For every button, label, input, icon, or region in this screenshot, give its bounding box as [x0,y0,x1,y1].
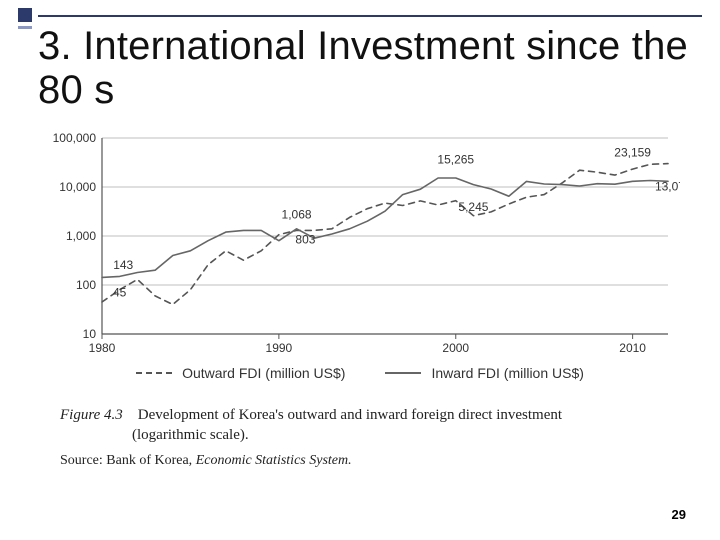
figure-caption: Figure 4.3 Development of Korea's outwar… [60,405,660,446]
svg-text:1980: 1980 [89,341,116,355]
caption-line1: Development of Korea's outward and inwar… [138,407,562,423]
chart-legend: Outward FDI (million US$) Inward FDI (mi… [120,365,600,381]
slide-title: 3. International Investment since the 80… [38,24,720,112]
svg-text:2010: 2010 [619,341,646,355]
svg-text:15,265: 15,265 [437,153,474,167]
slide-marker-icon [18,8,32,22]
legend-swatch-solid [385,372,421,374]
svg-text:1990: 1990 [266,341,293,355]
chart-svg: 10 100 1,000 10,000 100,000 1980 1990 2000 2010 1… [40,130,680,360]
svg-text:100: 100 [76,278,96,292]
svg-text:5,245: 5,245 [458,200,488,214]
fdi-chart: 10 100 1,000 10,000 100,000 1980 1990 2000 2010 1… [40,130,680,360]
svg-text:2000: 2000 [442,341,469,355]
slide: 3. International Investment since the 80… [0,0,720,540]
source-title: Economic Statistics System. [196,453,352,468]
legend-label-outward: Outward FDI (million US$) [182,365,345,381]
svg-text:10: 10 [83,327,97,341]
legend-label-inward: Inward FDI (million US$) [431,365,583,381]
svg-text:10,000: 10,000 [59,180,96,194]
caption-line2: (logarithmic scale). [132,425,660,445]
source-prefix: Source: Bank of Korea, [60,453,196,468]
figure-source: Source: Bank of Korea, Economic Statisti… [60,453,352,469]
svg-text:1,068: 1,068 [282,207,312,221]
legend-item-inward: Inward FDI (million US$) [385,365,583,381]
page-number: 29 [672,507,686,522]
svg-text:143: 143 [113,258,133,272]
legend-item-outward: Outward FDI (million US$) [136,365,345,381]
figure-label: Figure 4.3 [60,407,123,423]
svg-text:45: 45 [113,286,127,300]
svg-text:13,071: 13,071 [655,179,680,193]
svg-text:803: 803 [295,233,315,247]
svg-text:100,000: 100,000 [53,131,97,145]
svg-text:1,000: 1,000 [66,229,96,243]
legend-swatch-dashed [136,372,172,374]
title-rule [38,15,702,17]
svg-text:23,159: 23,159 [614,145,651,159]
